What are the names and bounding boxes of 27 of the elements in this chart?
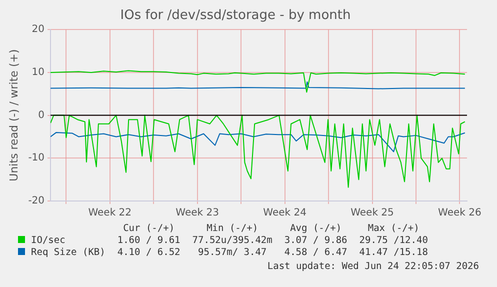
y-tick-label: -10 (28, 152, 45, 164)
text: Last update: Wed Jun 24 22:05:07 2026 (267, 261, 479, 272)
text: 29.75 /12.40 (358, 235, 429, 247)
x-tick-label: Week 23 (176, 208, 219, 219)
x-tick-label: Week 26 (438, 208, 482, 219)
y-axis-title: Units read (-) / write (+) (7, 49, 20, 182)
y-tick-label: -20 (28, 196, 45, 207)
text: Avg (-/+) (289, 223, 343, 235)
text: 77.52u/395.42m (191, 235, 274, 247)
text: 3.07 / 9.86 (283, 235, 348, 247)
x-tick-label: Week 22 (88, 208, 132, 219)
text: 95.57m/ 3.47 (197, 247, 268, 259)
text: Cur (-/+) (122, 223, 176, 235)
x-tick-label: Week 24 (263, 208, 306, 219)
text: Max (-/+) (366, 223, 420, 235)
y-tick-label: 0 (38, 110, 45, 121)
text: 4.58 / 6.47 (283, 247, 348, 259)
x-tick-label: Week 25 (350, 208, 394, 219)
text: 4.10 / 6.52 (116, 247, 182, 259)
chart-title: IOs for /dev/ssd/storage - by month (120, 8, 351, 24)
text: 41.47 /15.18 (358, 247, 429, 259)
text: Min (-/+) (206, 223, 260, 235)
y-tick-label: 10 (32, 67, 45, 78)
legend-label: Req Size (KB) (30, 247, 106, 259)
y-tick-label: 20 (32, 24, 45, 36)
legend-label: IO/sec (30, 235, 66, 247)
text: 1.60 / 9.61 (116, 235, 182, 247)
